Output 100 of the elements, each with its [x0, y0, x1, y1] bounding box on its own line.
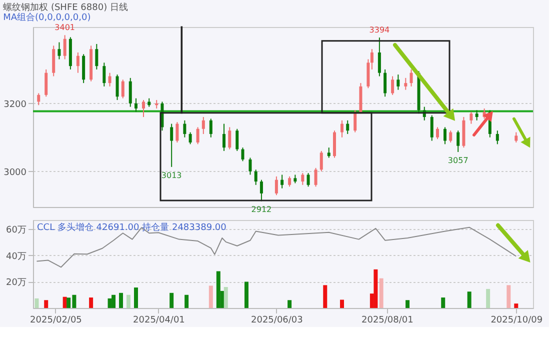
candlestick	[196, 126, 200, 145]
annotation: 2912	[251, 205, 272, 214]
candlestick	[340, 120, 344, 138]
bar	[224, 286, 228, 308]
candlestick	[260, 179, 263, 202]
candlestick	[202, 116, 205, 134]
candlestick	[456, 130, 460, 152]
annotation: 3401	[54, 23, 76, 32]
candlestick	[320, 150, 323, 172]
candlestick	[306, 172, 310, 188]
candlestick	[327, 147, 330, 158]
candlestick	[58, 42, 61, 60]
y-tick-label: 60万	[6, 226, 26, 236]
candlestick	[346, 120, 350, 134]
candlestick	[274, 176, 278, 196]
candlestick	[209, 118, 212, 138]
candlestick	[108, 72, 112, 87]
bar	[134, 288, 138, 308]
bar	[112, 294, 116, 308]
annotation: 3057	[448, 156, 468, 165]
candlestick	[37, 92, 40, 106]
candlestick	[280, 174, 284, 189]
y-tick-label: 3200	[4, 100, 27, 110]
y-tick-label: 3000	[4, 168, 27, 178]
bar	[506, 285, 511, 308]
candlestick	[142, 100, 145, 118]
candlestick	[436, 126, 439, 140]
candlestick	[52, 45, 56, 77]
candlestick	[354, 110, 357, 133]
candlestick	[314, 167, 318, 188]
bar	[244, 282, 248, 308]
candlestick	[170, 123, 174, 168]
x-tick-label: 2025/10/09	[490, 316, 543, 326]
bar	[170, 292, 174, 308]
bar	[340, 300, 344, 308]
candlestick	[404, 77, 408, 90]
y-tick-label: 40万	[6, 252, 26, 262]
bar	[44, 300, 48, 308]
candlestick	[236, 128, 239, 152]
bar	[486, 288, 490, 308]
annotation: CCL 多头增仓 42691.00 持仓量 2483389.00	[37, 222, 227, 233]
candlestick	[44, 68, 48, 98]
candlestick	[443, 126, 446, 145]
bar	[208, 286, 213, 308]
candlestick	[301, 172, 304, 186]
bar	[126, 294, 131, 308]
candlestick	[475, 110, 478, 121]
annotation: 3394	[369, 26, 390, 35]
candlestick	[496, 130, 499, 145]
bar	[119, 292, 124, 308]
bar	[323, 285, 328, 308]
x-tick-label: 2025/06/03	[251, 316, 303, 326]
x-tick-label: 2025/04/01	[133, 316, 185, 326]
candlestick	[82, 54, 86, 84]
bar	[34, 298, 39, 308]
candlestick	[514, 132, 518, 143]
candlestick	[188, 132, 192, 145]
candlestick	[241, 147, 244, 162]
bar	[89, 297, 94, 308]
candlestick	[449, 130, 452, 143]
candlestick	[116, 74, 119, 101]
text: MA组合(0,0,0,0,0,0)	[3, 12, 91, 24]
candlestick	[391, 76, 394, 96]
bar	[379, 278, 384, 308]
candlestick	[396, 74, 400, 90]
candlestick	[176, 122, 179, 143]
chart-title: 螺纹钢加权 (SHFE 6880) 日线	[3, 2, 128, 14]
x-tick-label: 2025/02/05	[30, 316, 82, 326]
candlestick	[333, 130, 336, 158]
candlestick	[288, 176, 292, 188]
candlestick	[430, 114, 434, 142]
candlestick	[384, 68, 387, 98]
y-tick-label: 20万	[6, 278, 26, 288]
candlestick	[183, 120, 186, 138]
bar	[406, 300, 410, 308]
bar	[441, 297, 446, 308]
bar	[184, 294, 189, 308]
candlestick	[134, 98, 138, 112]
candlestick	[95, 43, 98, 70]
bar	[467, 292, 472, 308]
candlestick	[121, 79, 124, 99]
candlestick	[370, 48, 374, 70]
candlestick	[410, 68, 413, 87]
bar	[514, 304, 518, 308]
candlestick	[63, 34, 66, 60]
candlestick	[470, 111, 473, 124]
bar	[216, 271, 220, 308]
candlestick	[248, 157, 252, 176]
candlestick	[228, 126, 232, 150]
bar	[374, 269, 378, 308]
candlestick	[378, 37, 381, 77]
annotation: 3013	[161, 170, 182, 180]
x-tick-label: 2025/08/01	[361, 316, 414, 326]
candlestick	[366, 58, 370, 89]
candlestick	[222, 123, 226, 152]
candlestick	[254, 169, 258, 186]
bar	[288, 300, 292, 308]
candlestick	[76, 52, 80, 74]
candlestick	[102, 62, 106, 87]
candlestick	[128, 77, 132, 108]
